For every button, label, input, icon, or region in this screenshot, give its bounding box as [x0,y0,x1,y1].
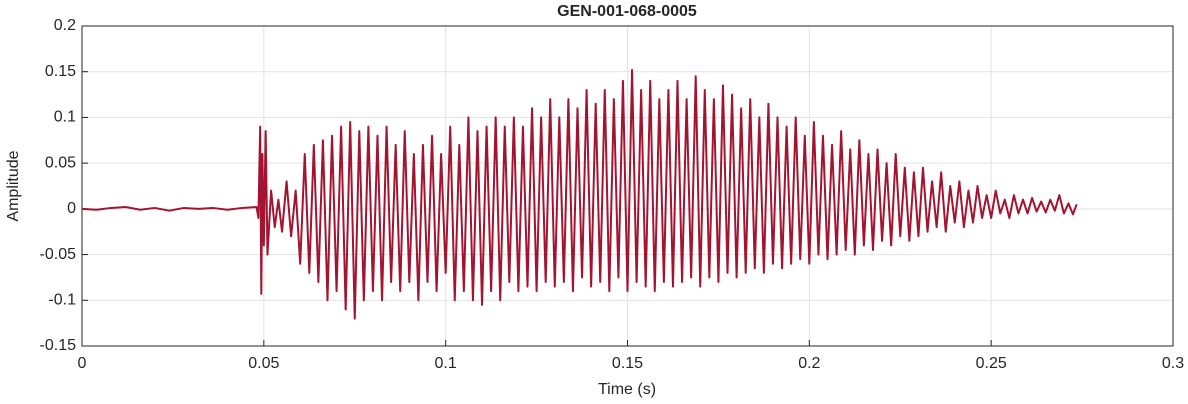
x-tick-label: 0 [78,355,87,372]
waveform-line [81,68,1078,320]
y-tick-label: 0 [67,200,76,217]
x-axis-label: Time (s) [598,381,656,398]
x-tick-label: 0.2 [798,355,820,372]
y-tick-label: 0.05 [45,154,76,171]
y-tick-label: -0.15 [40,337,77,354]
y-axis-label: Amplitude [5,150,22,221]
chart-title: GEN-001-068-0005 [557,3,697,20]
y-tick-label: 0.1 [54,109,76,126]
x-tick-label: 0.15 [612,355,643,372]
x-tick-label: 0.1 [435,355,457,372]
x-tick-label: 0.05 [248,355,279,372]
y-tick-label: 0.2 [54,17,76,34]
y-tick-label: 0.15 [45,63,76,80]
y-tick-label: -0.05 [40,246,77,263]
x-tick-label: 0.25 [976,355,1007,372]
x-tick-label: 0.3 [1162,355,1184,372]
plot-frame [81,25,1174,347]
y-tick-label: -0.1 [48,292,76,309]
